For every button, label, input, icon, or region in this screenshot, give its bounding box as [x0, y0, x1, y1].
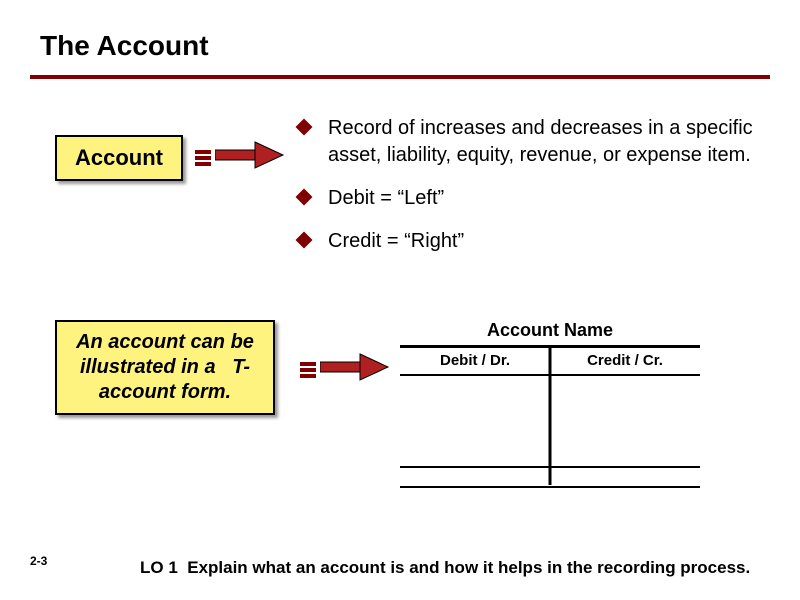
t-account-header: Account Name	[400, 320, 700, 341]
slide-title: The Account	[40, 30, 209, 62]
diamond-icon	[296, 189, 313, 206]
t-account-description-box: An account can be illustrated in a T-acc…	[55, 320, 275, 415]
t-account-row-line	[400, 374, 700, 376]
bullet-item: Credit = “Right”	[298, 228, 758, 255]
page-number: 2-3	[30, 554, 47, 568]
title-underline	[30, 75, 770, 79]
learning-objective: LO 1 Explain what an account is and how …	[140, 558, 790, 578]
account-label-box: Account	[55, 135, 183, 181]
t-account-table: Debit / Dr. Credit / Cr.	[400, 345, 700, 485]
bullet-item: Record of increases and decreases in a s…	[298, 115, 758, 169]
t-account-row-line	[400, 466, 700, 468]
diamond-icon	[296, 232, 313, 249]
bullet-text: Record of increases and decreases in a s…	[328, 115, 758, 169]
t-account-vertical-line	[549, 348, 552, 485]
bullet-text: Debit = “Left”	[328, 185, 444, 212]
arrow-icon	[300, 352, 390, 387]
t-account-row-line	[400, 486, 700, 488]
arrow-icon	[195, 140, 285, 175]
t-account-diagram: Account Name Debit / Dr. Credit / Cr.	[400, 320, 700, 485]
bullet-text: Credit = “Right”	[328, 228, 464, 255]
bullet-item: Debit = “Left”	[298, 185, 758, 212]
t-account-credit-header: Credit / Cr.	[550, 348, 700, 485]
t-account-debit-header: Debit / Dr.	[400, 348, 550, 485]
bullet-list: Record of increases and decreases in a s…	[298, 115, 758, 271]
diamond-icon	[296, 119, 313, 136]
